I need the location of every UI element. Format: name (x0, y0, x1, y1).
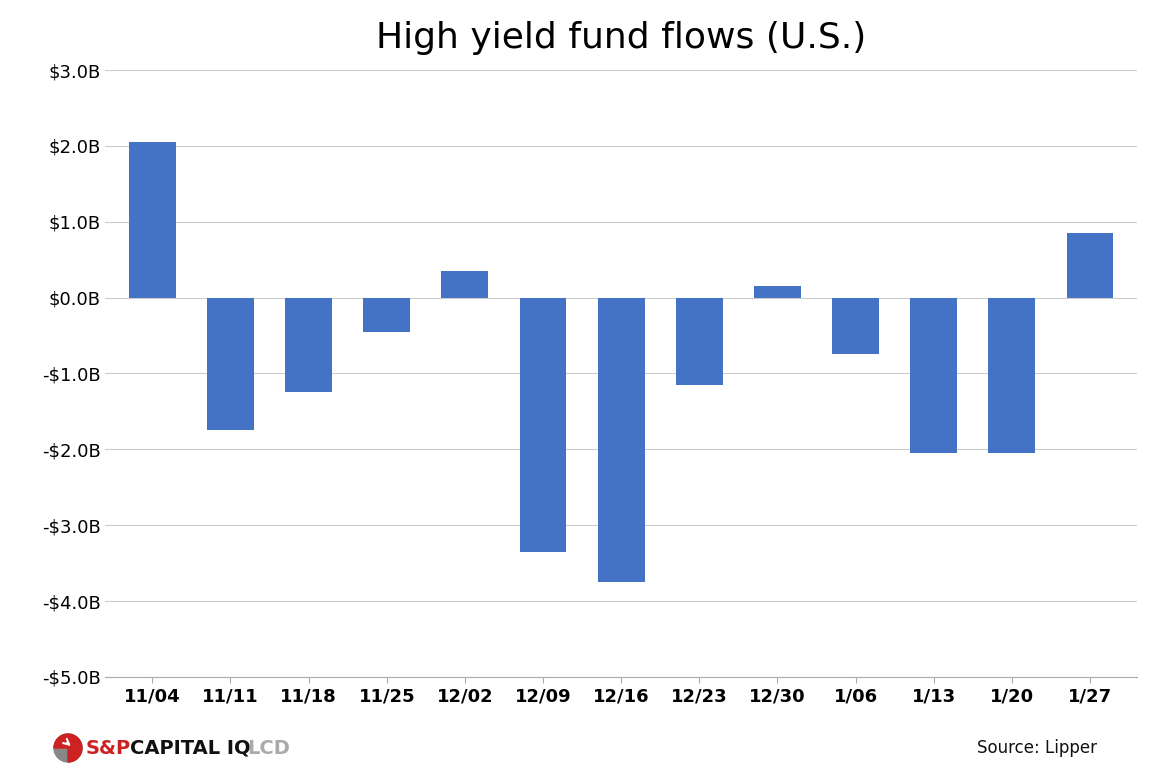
Bar (207, 298, 254, 430)
Bar (754, 286, 800, 298)
Bar (676, 298, 723, 385)
Bar (442, 271, 489, 298)
Bar (988, 298, 1035, 453)
Text: S&P: S&P (86, 738, 131, 758)
Title: High yield fund flows (U.S.): High yield fund flows (U.S.) (376, 21, 866, 54)
Bar (598, 298, 645, 582)
Bar (363, 298, 410, 331)
Text: LCD: LCD (247, 738, 289, 758)
Bar (129, 142, 176, 298)
Bar (519, 298, 566, 552)
Bar (832, 298, 879, 355)
Bar (911, 298, 958, 453)
Bar (285, 298, 332, 392)
Bar (1067, 233, 1113, 298)
Circle shape (54, 734, 82, 762)
Text: CAPITAL IQ: CAPITAL IQ (130, 738, 251, 758)
Text: Source: Lipper: Source: Lipper (977, 739, 1097, 757)
Wedge shape (54, 734, 82, 762)
